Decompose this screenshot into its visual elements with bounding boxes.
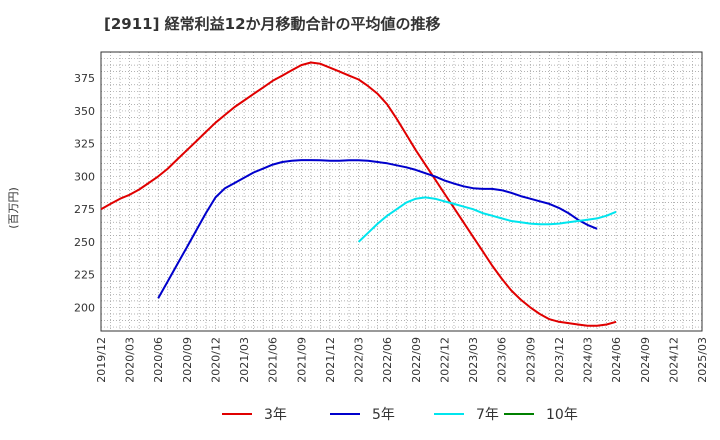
series-line: [157, 159, 598, 299]
x-tick-label: 2020/12: [209, 337, 222, 383]
x-tick-label: 2023/06: [496, 337, 509, 383]
x-tick-label: 2021/12: [324, 337, 337, 383]
y-axis-ticks: 200 225 250 275 300 325 350 375: [74, 72, 95, 314]
y-tick-label: 275: [74, 203, 95, 216]
x-tick-label: 2020/09: [181, 337, 194, 383]
series-lines: [100, 61, 617, 327]
y-tick-label: 225: [74, 269, 95, 282]
x-tick-label: 2020/06: [152, 337, 165, 383]
x-tick-label: 2024/03: [582, 337, 595, 383]
x-tick-label: 2022/03: [353, 337, 366, 383]
y-tick-label: 350: [74, 105, 95, 118]
x-tick-label: 2021/03: [238, 337, 251, 383]
legend-label: 5年: [372, 407, 395, 423]
plot-frame: [100, 51, 703, 332]
y-axis-label: (百万円): [7, 187, 20, 229]
x-tick-label: 2024/09: [639, 337, 652, 383]
x-tick-label: 2023/03: [467, 337, 480, 383]
x-tick-label: 2022/06: [381, 337, 394, 383]
x-tick-label: 2023/09: [524, 337, 537, 383]
x-tick-label: 2023/12: [553, 337, 566, 383]
y-tick-label: 325: [74, 138, 95, 151]
x-tick-label: 2024/12: [667, 337, 680, 383]
x-tick-label: 2020/03: [124, 337, 137, 383]
y-tick-label: 250: [74, 236, 95, 249]
x-tick-label: 2024/06: [610, 337, 623, 383]
gridlines: [101, 52, 702, 331]
y-tick-label: 200: [74, 301, 95, 314]
x-tick-label: 2025/03: [696, 337, 709, 383]
legend-label: 10年: [546, 407, 578, 423]
y-tick-label: 375: [74, 72, 95, 85]
legend-label: 7年: [476, 407, 499, 423]
x-tick-label: 2021/09: [295, 337, 308, 383]
x-axis-ticks: 2019/12 2020/03 2020/06 2020/09 2020/12 2021/…: [95, 337, 709, 383]
series-line: [100, 61, 617, 327]
legend: 3年 5年 7年 10年: [222, 407, 578, 423]
x-tick-label: 2022/12: [438, 337, 451, 383]
x-tick-label: 2022/09: [410, 337, 423, 383]
y-tick-label: 300: [74, 170, 95, 183]
chart-title: [2911] 経常利益12か月移動合計の平均値の推移: [104, 15, 441, 33]
series-line: [357, 196, 617, 243]
x-tick-label: 2019/12: [95, 337, 108, 383]
x-tick-label: 2021/06: [267, 337, 280, 383]
legend-label: 3年: [264, 407, 287, 423]
